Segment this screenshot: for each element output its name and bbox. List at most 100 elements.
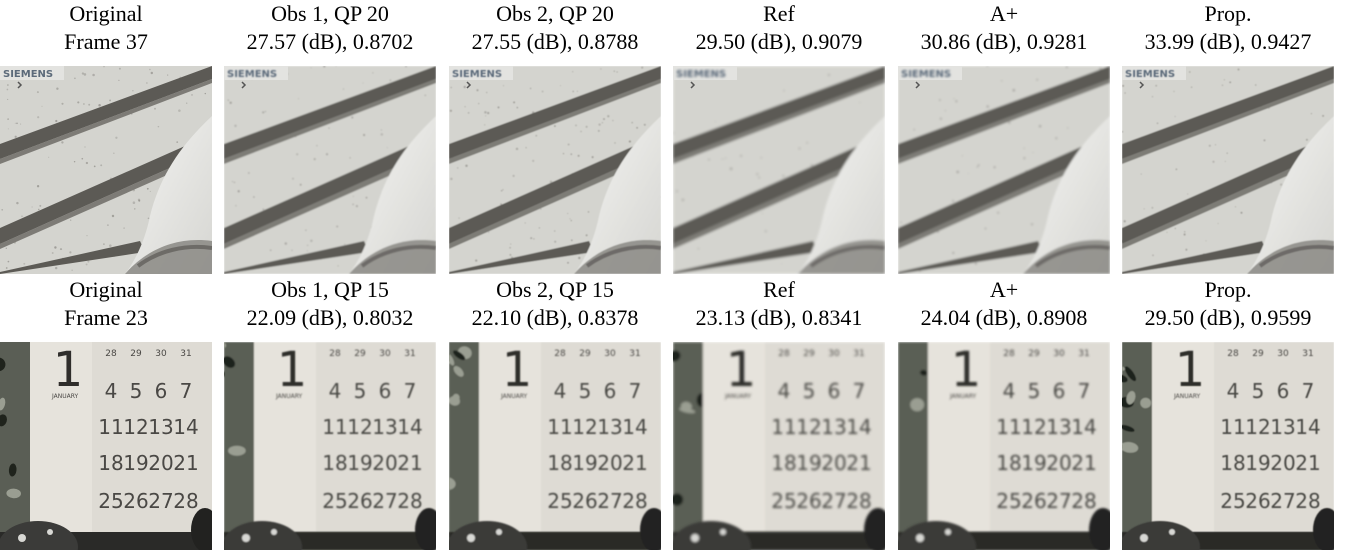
arrow-icon [915,81,921,89]
month-name: JANUARY [724,393,752,400]
logo-plate [673,66,737,80]
siemens-wall-image: SIEMENS [673,66,885,274]
calendar-day: 28 [778,349,790,359]
caption-line-1: Obs 1, QP 15 [271,277,389,302]
calendar-day: 12 [796,415,821,439]
calendar-day: 18 [547,451,572,475]
caption-line-2: 29.50 (dB), 0.9079 [695,29,863,54]
logo-plate [898,66,962,80]
calendar-day: 18 [1220,451,1245,475]
arrow-icon [17,81,23,89]
month-number: 1 [951,342,982,398]
calendar-day: 29 [130,349,142,359]
calendar-day: 5 [130,379,143,403]
calendar-day: 19 [1021,451,1046,475]
calendar-day: 25 [98,489,123,513]
siemens-wall-image: SIEMENS [0,66,212,274]
caption-line-2: 29.50 (dB), 0.9599 [1144,305,1312,330]
calendar-day: 14 [1295,415,1320,439]
calendar-day: 20 [1046,451,1071,475]
calendar-day: 29 [803,349,815,359]
month-name: JANUARY [1173,393,1201,400]
siemens-logo: SIEMENS [1125,69,1175,80]
panel-caption: Original Frame 23 [0,276,218,332]
siemens-logo: SIEMENS [452,69,502,80]
calendar-day: 20 [821,451,846,475]
calendar-day: 28 [846,489,871,513]
calendar-day: 30 [828,349,840,359]
calendar-day: 30 [155,349,167,359]
calendar-day: 6 [604,379,617,403]
calendar-day: 28 [1071,489,1096,513]
calendar-day: 31 [1302,349,1313,359]
calendar-day: 7 [1302,379,1315,403]
caption-line-2: 27.57 (dB), 0.8702 [246,29,414,54]
calendar-day: 20 [148,451,173,475]
calendar-day: 30 [1053,349,1065,359]
calendar-day: 31 [1078,349,1089,359]
caption-line-2: 22.09 (dB), 0.8032 [246,305,414,330]
calendar-day: 19 [796,451,821,475]
caption-line-1: Prop. [1204,1,1252,26]
calendar-day: 28 [554,349,566,359]
siemens-logo: SIEMENS [3,69,53,80]
arrow-icon [241,81,247,89]
panel-caption: A+ 24.04 (dB), 0.8908 [892,276,1116,332]
calendar-day: 29 [579,349,591,359]
calendar-image: 1 JANUARY 28 29 30 31 4 5 6 7 11 12 13 14 18 19 20 21 25 26… [224,342,436,550]
calendar-day: 26 [1245,489,1270,513]
panel-caption: Obs 2, QP 15 22.10 (dB), 0.8378 [443,276,667,332]
calendar-day: 28 [1295,489,1320,513]
month-name: JANUARY [51,393,79,400]
ball [0,521,78,550]
ball [449,521,527,550]
siemens-wall-image: SIEMENS [898,66,1110,274]
calendar-day: 26 [123,489,148,513]
panel-caption: A+ 30.86 (dB), 0.9281 [892,0,1116,56]
calendar-day: 5 [1028,379,1041,403]
calendar-day: 13 [372,415,397,439]
logo-plate [449,66,513,80]
arrow-icon [466,81,472,89]
panel-caption: Ref 29.50 (dB), 0.9079 [667,0,891,56]
calendar-day: 4 [329,379,342,403]
calendar-day: 28 [1227,349,1239,359]
calendar-day: 14 [622,415,647,439]
siemens-logo: SIEMENS [676,69,726,80]
calendar-day: 13 [821,415,846,439]
calendar-day: 21 [846,451,871,475]
calendar-day: 26 [572,489,597,513]
calendar-day: 11 [1220,415,1245,439]
calendar-day: 14 [173,415,198,439]
calendar-day: 29 [1252,349,1264,359]
calendar-day: 18 [98,451,123,475]
calendar-day: 4 [1003,379,1016,403]
month-number: 1 [1175,342,1206,398]
calendar-day: 20 [1270,451,1295,475]
calendar-day: 4 [554,379,567,403]
calendar-day: 12 [123,415,148,439]
calendar-day: 26 [1021,489,1046,513]
calendar-day: 27 [148,489,173,513]
calendar-day: 21 [397,451,422,475]
calendar-day: 13 [1270,415,1295,439]
calendar-day: 28 [397,489,422,513]
calendar-day: 28 [622,489,647,513]
calendar-day: 4 [105,379,118,403]
calendar-day: 12 [572,415,597,439]
calendar-day: 6 [155,379,168,403]
calendar-day: 19 [1245,451,1270,475]
calendar-day: 19 [572,451,597,475]
calendar-day: 13 [148,415,173,439]
calendar-day: 26 [347,489,372,513]
ball [224,521,302,550]
wall-scene: SIEMENS [898,66,1110,274]
calendar-day: 27 [821,489,846,513]
calendar-day: 4 [778,379,791,403]
panel-caption: Original Frame 37 [0,0,218,56]
